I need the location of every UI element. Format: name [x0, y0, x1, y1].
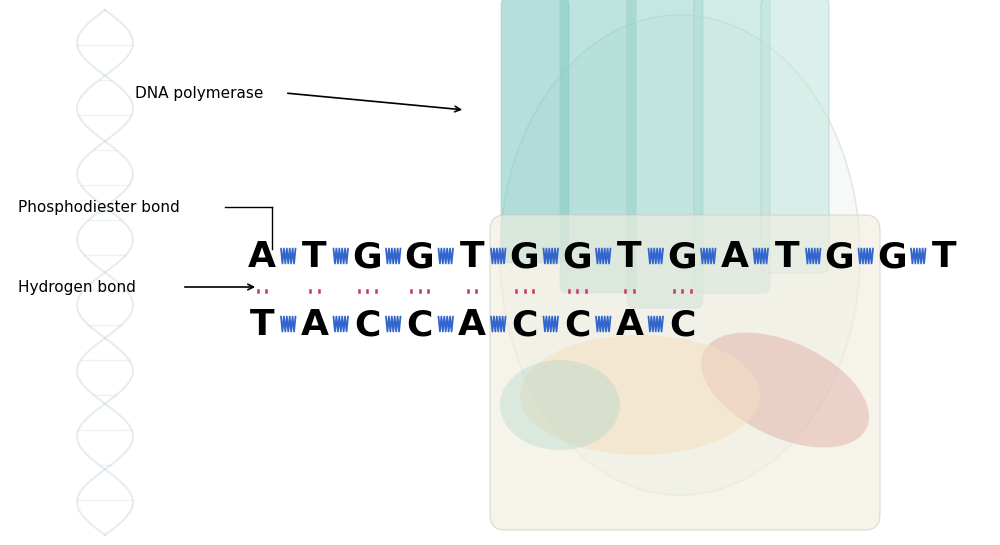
Text: G: G [510, 240, 539, 274]
Text: A: A [458, 308, 486, 342]
Ellipse shape [701, 332, 869, 447]
Text: T: T [775, 240, 799, 274]
Text: DNA polymerase: DNA polymerase [135, 86, 263, 100]
Text: T: T [250, 308, 274, 342]
Text: A: A [616, 308, 644, 342]
FancyBboxPatch shape [694, 0, 770, 293]
Text: C: C [669, 308, 695, 342]
Text: G: G [877, 240, 907, 274]
Text: Phosphodiester bond: Phosphodiester bond [18, 199, 180, 215]
Text: G: G [562, 240, 592, 274]
Text: G: G [667, 240, 697, 274]
Ellipse shape [500, 360, 620, 450]
Ellipse shape [500, 15, 860, 495]
Text: A: A [300, 308, 328, 342]
Ellipse shape [520, 335, 760, 455]
Text: T: T [932, 240, 957, 274]
Text: T: T [460, 240, 484, 274]
Text: C: C [511, 308, 538, 342]
Text: C: C [406, 308, 433, 342]
Text: G: G [352, 240, 382, 274]
FancyBboxPatch shape [627, 0, 703, 308]
FancyBboxPatch shape [490, 215, 880, 530]
Text: A: A [721, 240, 749, 274]
Text: T: T [302, 240, 327, 274]
Text: A: A [248, 240, 276, 274]
Text: C: C [564, 308, 590, 342]
Text: T: T [617, 240, 642, 274]
Text: Hydrogen bond: Hydrogen bond [18, 280, 136, 294]
Text: G: G [405, 240, 434, 274]
FancyBboxPatch shape [761, 0, 829, 273]
FancyBboxPatch shape [560, 0, 636, 293]
Text: C: C [354, 308, 380, 342]
FancyBboxPatch shape [501, 0, 569, 263]
Text: G: G [825, 240, 854, 274]
